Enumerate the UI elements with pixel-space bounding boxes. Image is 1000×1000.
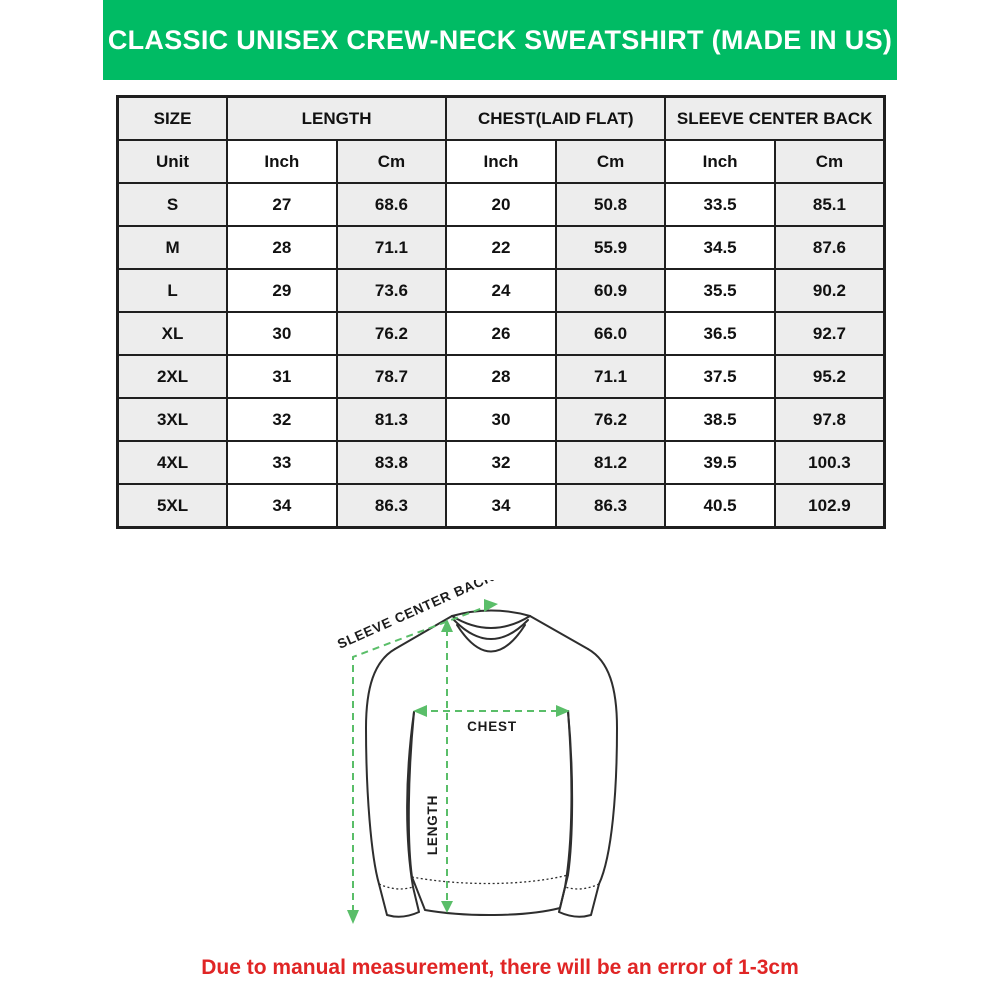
value-cell: 76.2 (554, 397, 667, 442)
size-cell: S (116, 182, 229, 227)
title-banner: CLASSIC UNISEX CREW-NECK SWEATSHIRT (MAD… (103, 0, 897, 80)
col-header-size: SIZE (116, 95, 229, 141)
sleeve-measure-line (347, 599, 498, 924)
value-cell: 32 (226, 397, 338, 442)
value-cell: 71.1 (554, 354, 667, 399)
value-cell: 60.9 (554, 268, 667, 313)
value-cell: 95.2 (773, 354, 886, 399)
value-cell: 34.5 (664, 225, 776, 270)
unit-chest-cm: Cm (554, 139, 667, 184)
value-cell: 38.5 (664, 397, 776, 442)
col-header-sleeve: SLEEVE CENTER BACK (664, 95, 886, 141)
value-cell: 92.7 (773, 311, 886, 356)
value-cell: 36.5 (664, 311, 776, 356)
arrow-right-icon (556, 705, 570, 717)
value-cell: 86.3 (335, 483, 448, 529)
value-cell: 50.8 (554, 182, 667, 227)
value-cell: 39.5 (664, 440, 776, 485)
value-cell: 20 (445, 182, 557, 227)
size-cell: M (116, 225, 229, 270)
value-cell: 24 (445, 268, 557, 313)
size-cell: XL (116, 311, 229, 356)
arrow-up-icon (441, 619, 453, 632)
page-title: CLASSIC UNISEX CREW-NECK SWEATSHIRT (MAD… (107, 24, 893, 55)
unit-sleeve-cm: Cm (773, 139, 886, 184)
measurement-note: Due to manual measurement, there will be… (201, 956, 799, 979)
length-measure-line (441, 619, 453, 913)
value-cell: 81.2 (554, 440, 667, 485)
value-cell: 33.5 (664, 182, 776, 227)
table-row-5xl: 5XL 34 86.3 34 86.3 40.5 102.9 (116, 483, 886, 529)
chest-measure-line (413, 705, 570, 717)
table-row-3xl: 3XL 32 81.3 30 76.2 38.5 97.8 (116, 397, 886, 442)
size-cell: L (116, 268, 229, 313)
value-cell: 40.5 (664, 483, 776, 529)
value-cell: 37.5 (664, 354, 776, 399)
unit-length-inch: Inch (226, 139, 338, 184)
table-row-xl: XL 30 76.2 26 66.0 36.5 92.7 (116, 311, 886, 356)
value-cell: 26 (445, 311, 557, 356)
value-cell: 81.3 (335, 397, 448, 442)
value-cell: 83.8 (335, 440, 448, 485)
value-cell: 29 (226, 268, 338, 313)
table-row-4xl: 4XL 33 83.8 32 81.2 39.5 100.3 (116, 440, 886, 485)
size-chart-table: SIZE LENGTH CHEST(LAID FLAT) SLEEVE CENT… (116, 95, 886, 529)
value-cell: 28 (226, 225, 338, 270)
arrow-down-icon (347, 910, 359, 924)
value-cell: 66.0 (554, 311, 667, 356)
value-cell: 90.2 (773, 268, 886, 313)
chest-measure-label: CHEST (467, 719, 517, 734)
table-row-2xl: 2XL 31 78.7 28 71.1 37.5 95.2 (116, 354, 886, 399)
value-cell: 34 (445, 483, 557, 529)
unit-length-cm: Cm (335, 139, 448, 184)
sleeve-measure-label: SLEEVE CENTER BACK (335, 580, 496, 652)
value-cell: 102.9 (773, 483, 886, 529)
unit-row: Unit Inch Cm Inch Cm Inch Cm (116, 139, 886, 184)
unit-sleeve-inch: Inch (664, 139, 776, 184)
table-header-row: SIZE LENGTH CHEST(LAID FLAT) SLEEVE CENT… (116, 95, 886, 141)
sweatshirt-measurement-diagram: SLEEVE CENTER BACK CHEST LENGTH (335, 580, 618, 924)
unit-chest-inch: Inch (445, 139, 557, 184)
value-cell: 100.3 (773, 440, 886, 485)
value-cell: 71.1 (335, 225, 448, 270)
value-cell: 22 (445, 225, 557, 270)
value-cell: 32 (445, 440, 557, 485)
size-cell: 3XL (116, 397, 229, 442)
value-cell: 68.6 (335, 182, 448, 227)
table-row-s: S 27 68.6 20 50.8 33.5 85.1 (116, 182, 886, 227)
table-row-m: M 28 71.1 22 55.9 34.5 87.6 (116, 225, 886, 270)
value-cell: 85.1 (773, 182, 886, 227)
size-cell: 4XL (116, 440, 229, 485)
value-cell: 33 (226, 440, 338, 485)
value-cell: 31 (226, 354, 338, 399)
size-cell: 5XL (116, 483, 229, 529)
arrow-down-icon (441, 901, 453, 913)
value-cell: 86.3 (554, 483, 667, 529)
value-cell: 87.6 (773, 225, 886, 270)
value-cell: 27 (226, 182, 338, 227)
value-cell: 73.6 (335, 268, 448, 313)
value-cell: 30 (445, 397, 557, 442)
value-cell: 78.7 (335, 354, 448, 399)
size-cell: 2XL (116, 354, 229, 399)
col-header-length: LENGTH (226, 95, 448, 141)
arrow-right-icon (484, 599, 498, 612)
arrow-left-icon (413, 705, 427, 717)
sweatshirt-outline (365, 609, 618, 918)
value-cell: 30 (226, 311, 338, 356)
value-cell: 97.8 (773, 397, 886, 442)
col-header-chest: CHEST(LAID FLAT) (445, 95, 667, 141)
value-cell: 35.5 (664, 268, 776, 313)
value-cell: 55.9 (554, 225, 667, 270)
value-cell: 28 (445, 354, 557, 399)
value-cell: 76.2 (335, 311, 448, 356)
unit-label: Unit (116, 139, 229, 184)
table-row-l: L 29 73.6 24 60.9 35.5 90.2 (116, 268, 886, 313)
length-measure-label: LENGTH (425, 795, 440, 855)
value-cell: 34 (226, 483, 338, 529)
